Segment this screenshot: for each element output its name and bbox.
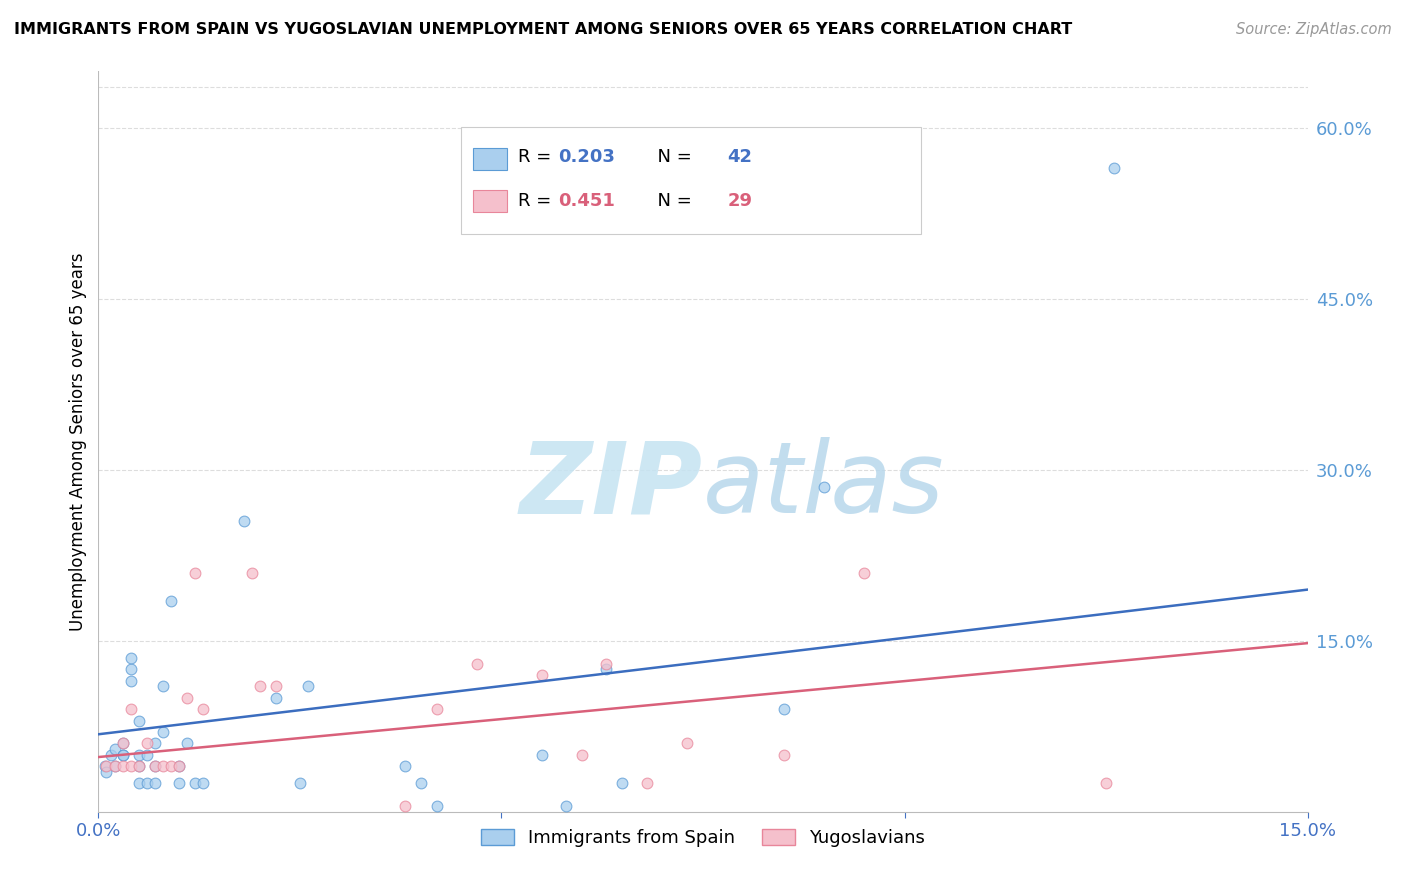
Text: 0.451: 0.451 — [558, 192, 614, 210]
Point — [111, 759, 134, 773]
Text: ZIP: ZIP — [520, 437, 703, 534]
Point — [853, 566, 876, 580]
Point — [152, 759, 174, 773]
Point — [184, 566, 207, 580]
Point — [103, 742, 125, 756]
Point — [111, 747, 134, 762]
Point — [167, 759, 190, 773]
Point — [111, 736, 134, 750]
Point — [120, 702, 142, 716]
Point — [555, 799, 578, 814]
Point — [143, 736, 166, 750]
Text: 0.203: 0.203 — [558, 147, 614, 166]
Point — [128, 714, 150, 728]
Text: N =: N = — [647, 147, 697, 166]
Point — [676, 736, 699, 750]
Point — [426, 702, 449, 716]
Point — [94, 759, 117, 773]
Point — [193, 702, 215, 716]
Point — [100, 747, 122, 762]
Point — [264, 680, 287, 694]
Point — [264, 690, 287, 705]
Point — [103, 759, 125, 773]
Point — [1102, 161, 1125, 176]
Point — [160, 759, 183, 773]
Point — [135, 736, 157, 750]
Point — [111, 736, 134, 750]
Point — [103, 759, 125, 773]
Point — [120, 673, 142, 688]
Point — [813, 480, 835, 494]
Point — [152, 680, 174, 694]
Legend: Immigrants from Spain, Yugoslavians: Immigrants from Spain, Yugoslavians — [474, 822, 932, 855]
Point — [128, 759, 150, 773]
Point — [96, 764, 118, 779]
Text: 29: 29 — [727, 192, 752, 210]
Point — [409, 776, 432, 790]
Y-axis label: Unemployment Among Seniors over 65 years: Unemployment Among Seniors over 65 years — [69, 252, 87, 631]
Point — [143, 759, 166, 773]
Point — [772, 747, 794, 762]
Point — [128, 759, 150, 773]
Point — [394, 799, 416, 814]
Point — [571, 747, 593, 762]
Point — [530, 668, 553, 682]
Point — [128, 776, 150, 790]
Text: Source: ZipAtlas.com: Source: ZipAtlas.com — [1236, 22, 1392, 37]
Point — [232, 514, 254, 528]
Point — [426, 799, 449, 814]
Text: R =: R = — [517, 192, 557, 210]
Text: IMMIGRANTS FROM SPAIN VS YUGOSLAVIAN UNEMPLOYMENT AMONG SENIORS OVER 65 YEARS CO: IMMIGRANTS FROM SPAIN VS YUGOSLAVIAN UNE… — [14, 22, 1073, 37]
Point — [111, 747, 134, 762]
Point — [167, 759, 190, 773]
FancyBboxPatch shape — [461, 127, 921, 235]
Point — [120, 651, 142, 665]
Point — [636, 776, 658, 790]
Point — [135, 747, 157, 762]
Point — [96, 759, 118, 773]
Point — [176, 690, 198, 705]
Point — [249, 680, 271, 694]
Point — [143, 776, 166, 790]
Point — [595, 662, 617, 676]
Point — [184, 776, 207, 790]
Point — [772, 702, 794, 716]
Point — [176, 736, 198, 750]
Bar — [474, 147, 508, 169]
Point — [135, 776, 157, 790]
Text: 42: 42 — [727, 147, 752, 166]
Point — [394, 759, 416, 773]
Point — [612, 776, 634, 790]
Point — [288, 776, 311, 790]
Point — [167, 776, 190, 790]
Point — [240, 566, 263, 580]
Point — [297, 680, 319, 694]
Text: N =: N = — [647, 192, 697, 210]
Point — [1095, 776, 1118, 790]
Point — [465, 657, 488, 671]
Bar — [474, 190, 508, 212]
Point — [160, 594, 183, 608]
Point — [152, 725, 174, 739]
Text: atlas: atlas — [703, 437, 945, 534]
Point — [595, 657, 617, 671]
Point — [128, 747, 150, 762]
Point — [530, 747, 553, 762]
Point — [120, 759, 142, 773]
Point — [120, 662, 142, 676]
Point — [193, 776, 215, 790]
Point — [143, 759, 166, 773]
Text: R =: R = — [517, 147, 557, 166]
